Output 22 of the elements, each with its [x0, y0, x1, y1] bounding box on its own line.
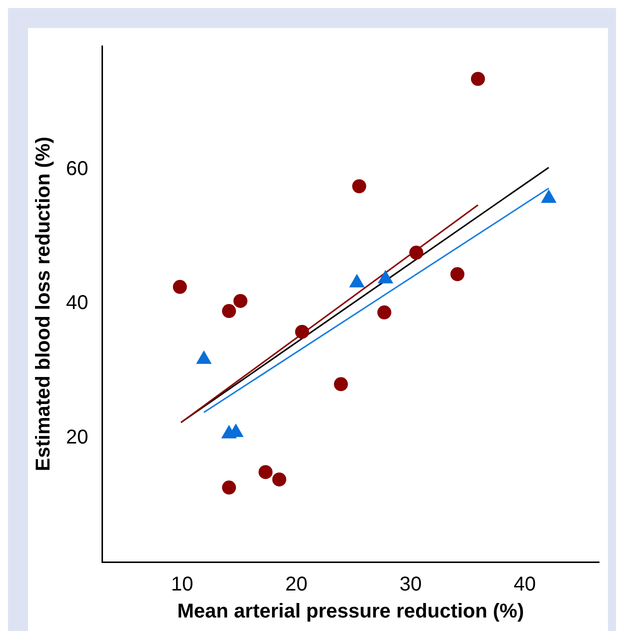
x-axis-title: Mean arterial pressure reduction (%) [177, 600, 524, 623]
x-tick-label: 10 [171, 574, 194, 596]
x-tick-label: 20 [285, 574, 308, 596]
point [377, 305, 392, 320]
x-tick-label: 30 [399, 574, 422, 596]
point [258, 465, 273, 480]
point [450, 267, 464, 282]
point [295, 324, 310, 339]
point [334, 377, 348, 392]
y-tick-label: 40 [66, 292, 88, 314]
point [409, 246, 424, 260]
point [272, 472, 286, 486]
y-tick-label: 60 [66, 158, 88, 180]
point [470, 72, 485, 86]
point [352, 179, 366, 194]
point [233, 294, 248, 308]
point [222, 480, 236, 495]
x-tick-label: 40 [514, 574, 536, 596]
point [222, 304, 236, 318]
y-axis-title: Estimated blood loss reduction (%) [32, 136, 55, 472]
point [172, 280, 187, 294]
y-tick-label: 20 [66, 426, 88, 448]
